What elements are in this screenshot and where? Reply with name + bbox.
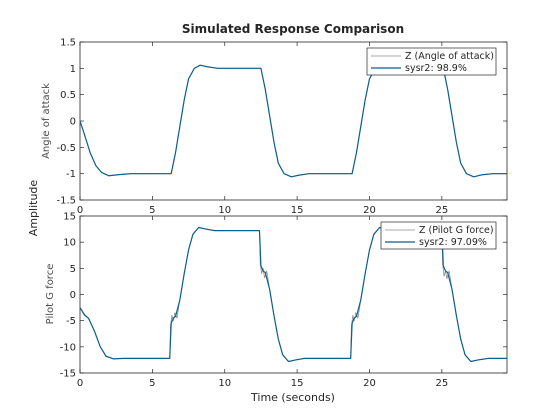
angle-of-attack-x-tick-label: 10 (218, 205, 231, 216)
pilot-g-force-panel: Pilot G force 0 5 10 15 20 25 -15 -10 -5 0 5 10 15 Z… (45, 212, 508, 389)
angle-of-attack-legend-box (366, 47, 497, 76)
pilot-g-force-y-tick-label: 0 (70, 290, 76, 301)
pilot-g-force-x-tick-label: 20 (363, 378, 376, 389)
angle-of-attack-y-tick-label: -1 (66, 169, 76, 180)
pilot-g-force-x-tick-label: 10 (218, 378, 231, 389)
angle-of-attack-panel: Angle of attack 0 5 10 15 20 25 -1.5 -1 -0.5 0 0.5… (41, 38, 508, 216)
angle-of-attack-y-tick-label: 0 (70, 117, 76, 128)
angle-of-attack-x-tick-label: 25 (435, 205, 448, 216)
angle-of-attack-x-tick-label: 0 (77, 205, 83, 216)
pilot-g-force-y-tick-label: -5 (66, 316, 76, 327)
pilot-g-force-y-tick-label: -10 (60, 342, 76, 353)
pilot-g-force-ticks: 0 5 10 15 20 25 -15 -10 -5 0 5 10 15 (60, 212, 507, 389)
pilot-g-force-x-tick-label: 15 (291, 378, 304, 389)
chart-title: Simulated Response Comparison (182, 22, 404, 36)
pilot-g-force-x-tick-label: 25 (435, 378, 448, 389)
angle-of-attack-x-tick-label: 5 (149, 205, 155, 216)
pilot-g-force-legend-box (380, 221, 497, 250)
angle-of-attack-series-model (79, 64, 507, 178)
angle-of-attack-y-tick-label: 1 (70, 64, 76, 75)
pilot-g-force-x-tick-label: 5 (149, 378, 155, 389)
pilot-g-force-lines (79, 226, 507, 363)
pilot-g-force-legend-label-measured: Z (Pilot G force) (419, 225, 494, 236)
pilot-g-force-ylabel: Pilot G force (45, 264, 56, 325)
angle-of-attack-legend-label-model: sysr2: 98.9% (405, 63, 467, 74)
y-axis-label: Amplitude (27, 180, 40, 237)
pilot-g-force-x-tick-label: 0 (77, 378, 83, 389)
angle-of-attack-x-tick-label: 15 (291, 205, 304, 216)
angle-of-attack-y-tick-label: 0.5 (60, 90, 76, 101)
angle-of-attack-ylabel: Angle of attack (41, 83, 52, 159)
angle-of-attack-legend: Z (Angle of attack) sysr2: 98.9% (366, 47, 497, 76)
pilot-g-force-legend: Z (Pilot G force) sysr2: 97.09% (380, 221, 497, 250)
pilot-g-force-series-model (79, 226, 507, 363)
angle-of-attack-y-tick-label: -1.5 (56, 196, 76, 207)
angle-of-attack-ticks: 0 5 10 15 20 25 -1.5 -1 -0.5 0 0.5 1 1.5 (56, 38, 507, 216)
angle-of-attack-lines (79, 64, 507, 178)
pilot-g-force-y-tick-label: 5 (70, 264, 76, 275)
pilot-g-force-y-tick-label: -15 (60, 369, 76, 380)
pilot-g-force-y-tick-label: 10 (63, 238, 76, 249)
angle-of-attack-y-tick-label: 1.5 (60, 38, 76, 49)
angle-of-attack-x-tick-label: 20 (363, 205, 376, 216)
pilot-g-force-legend-label-model: sysr2: 97.09% (419, 237, 487, 248)
angle-of-attack-y-tick-label: -0.5 (56, 143, 76, 154)
pilot-g-force-y-tick-label: 15 (63, 212, 76, 223)
angle-of-attack-legend-label-measured: Z (Angle of attack) (405, 51, 494, 62)
x-axis-label: Time (seconds) (250, 391, 335, 404)
